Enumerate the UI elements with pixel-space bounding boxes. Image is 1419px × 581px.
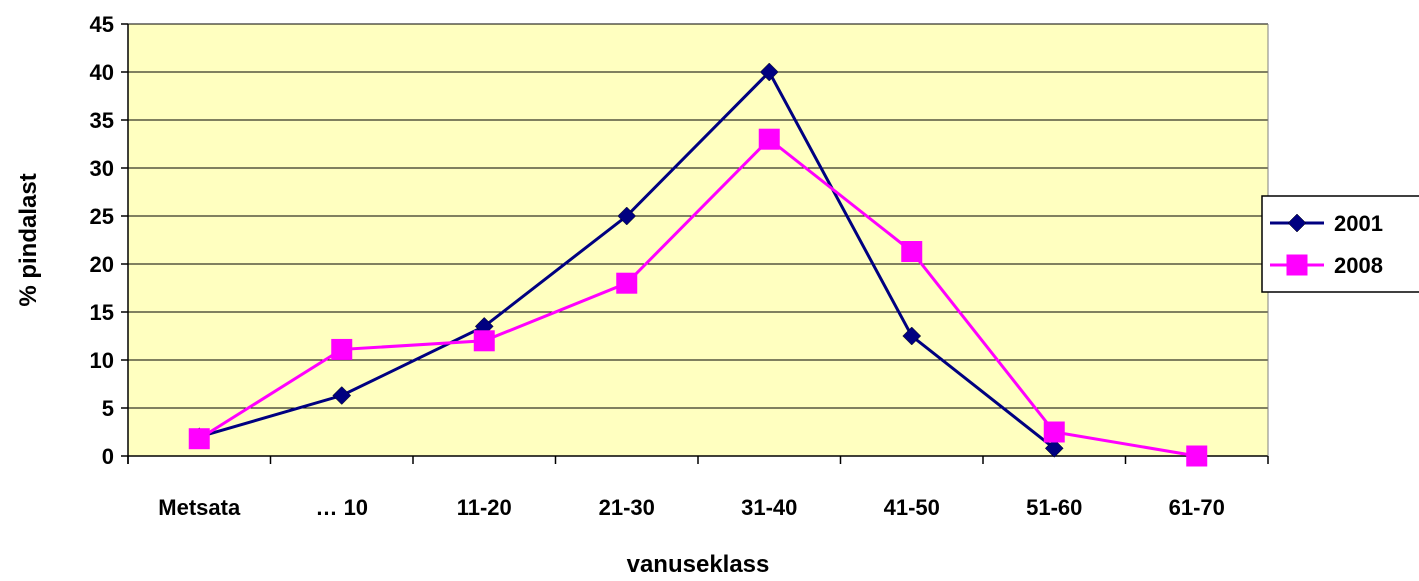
- data-point-2008: [188, 428, 210, 450]
- x-tick-label: 51-60: [1026, 495, 1082, 520]
- y-tick-label: 5: [102, 396, 114, 421]
- data-point-2008: [616, 272, 638, 294]
- y-tick-label: 15: [90, 300, 114, 325]
- legend-box: [1261, 195, 1419, 293]
- legend-item-2008: 2008: [1270, 253, 1383, 278]
- x-tick-label: 31-40: [741, 495, 797, 520]
- y-tick-label: 40: [90, 60, 114, 85]
- legend-marker: [1287, 213, 1307, 233]
- data-point-2001: [332, 386, 352, 405]
- plot-area: [128, 24, 1268, 456]
- data-point-2008: [1043, 421, 1065, 443]
- y-tick-label: 25: [90, 204, 114, 229]
- y-axis-ticks: 0 5 10 15 20 25 30 35 40 45: [90, 12, 128, 469]
- x-tick-label: Metsata: [158, 495, 241, 520]
- x-tick-label: 11-20: [457, 495, 512, 520]
- data-point-2001: [617, 206, 637, 226]
- y-tick-label: 45: [90, 12, 114, 37]
- y-tick-label: 10: [90, 348, 114, 373]
- legend-label: 2008: [1334, 253, 1383, 278]
- series-group: [188, 62, 1208, 467]
- data-point-2001: [759, 62, 779, 82]
- x-tick-label: 41-50: [884, 495, 940, 520]
- y-tick-label: 35: [90, 108, 114, 133]
- x-axis-title: vanuseklass: [627, 551, 770, 578]
- y-tick-label: 0: [102, 444, 114, 469]
- gridlines: [128, 23, 1268, 409]
- y-tick-label: 30: [90, 156, 114, 181]
- data-point-2008: [1186, 445, 1208, 467]
- x-axis-ticks: Metsata … 10 11-20 21-30 31-40 41-50 51-60 61-7…: [127, 456, 1269, 520]
- data-point-2001: [1044, 438, 1064, 458]
- legend: 2001 2008: [1261, 195, 1419, 293]
- data-point-2008: [758, 128, 780, 150]
- series-line-2008: [198, 137, 1197, 458]
- data-point-2008: [473, 330, 495, 352]
- legend-marker: [1286, 254, 1308, 276]
- x-tick-label: … 10: [315, 495, 368, 520]
- data-point-2001: [902, 326, 922, 346]
- x-tick-label: 21-30: [599, 495, 655, 520]
- y-axis-title: % pindalast: [15, 173, 42, 306]
- legend-label: 2001: [1334, 211, 1383, 236]
- data-point-2008: [901, 241, 923, 263]
- x-tick-label: 61-70: [1169, 495, 1225, 520]
- y-tick-label: 20: [90, 252, 114, 277]
- data-point-2008: [331, 338, 353, 360]
- series-2008: [188, 128, 1208, 467]
- legend-item-2001: 2001: [1270, 211, 1383, 236]
